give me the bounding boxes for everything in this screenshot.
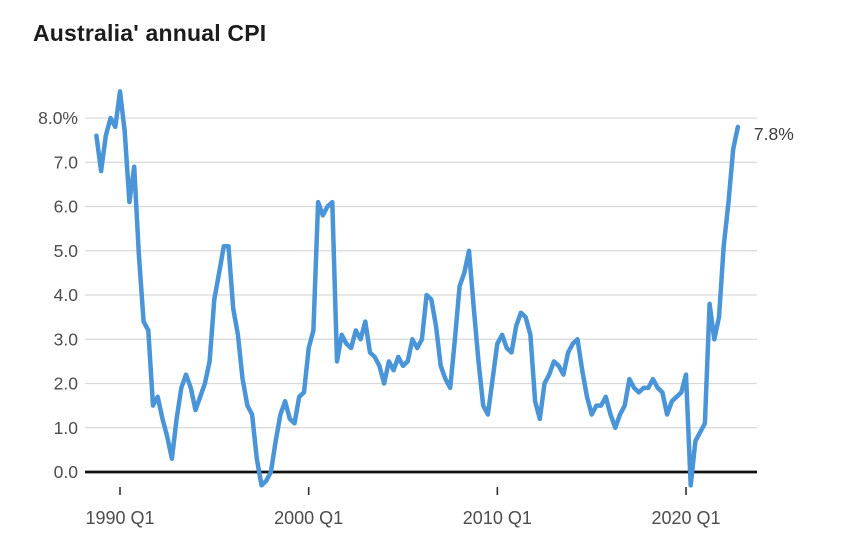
y-axis-label: 2.0 <box>54 374 79 394</box>
chart-title: Australia' annual CPI <box>33 20 267 46</box>
y-axis-label: 8.0% <box>38 108 78 128</box>
y-axis-label: 3.0 <box>54 329 79 349</box>
x-axis-label: 2000 Q1 <box>274 508 343 528</box>
end-value-label: 7.8% <box>754 124 794 144</box>
y-axis-label: 0.0 <box>54 462 79 482</box>
x-axis-label: 2020 Q1 <box>651 508 720 528</box>
x-axis-label: 2010 Q1 <box>463 508 532 528</box>
x-axis-label: 1990 Q1 <box>85 508 154 528</box>
cpi-series-line <box>94 89 741 488</box>
y-axis-label: 5.0 <box>54 241 79 261</box>
y-axis-label: 4.0 <box>54 285 79 305</box>
y-axis-label: 6.0 <box>54 197 79 217</box>
y-axis-label: 1.0 <box>54 418 79 438</box>
y-axis-label: 7.0 <box>54 152 79 172</box>
